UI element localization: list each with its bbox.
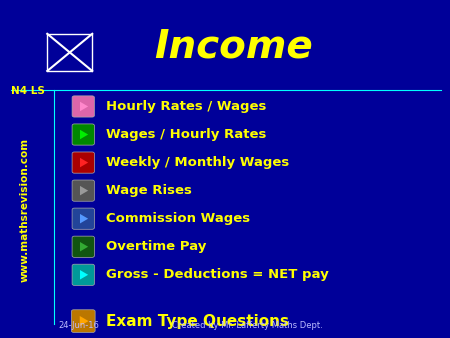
Text: 24-Jun-16: 24-Jun-16 <box>58 320 99 330</box>
FancyBboxPatch shape <box>72 124 94 145</box>
Text: Hourly Rates / Wages: Hourly Rates / Wages <box>106 100 266 113</box>
FancyBboxPatch shape <box>72 236 94 257</box>
Text: Gross - Deductions = NET pay: Gross - Deductions = NET pay <box>106 268 328 281</box>
Text: Overtime Pay: Overtime Pay <box>106 240 206 253</box>
FancyBboxPatch shape <box>72 152 94 173</box>
Polygon shape <box>80 214 88 223</box>
Text: Weekly / Monthly Wages: Weekly / Monthly Wages <box>106 156 289 169</box>
Polygon shape <box>80 102 88 111</box>
Text: Wages / Hourly Rates: Wages / Hourly Rates <box>106 128 266 141</box>
FancyBboxPatch shape <box>72 310 95 332</box>
Text: N4 LS: N4 LS <box>11 86 45 96</box>
Text: Commission Wages: Commission Wages <box>106 212 250 225</box>
Text: Created by Mr. Lafferty Maths Dept.: Created by Mr. Lafferty Maths Dept. <box>172 320 323 330</box>
Text: www.mathsrevision.com: www.mathsrevision.com <box>20 138 30 282</box>
Polygon shape <box>80 316 89 326</box>
FancyBboxPatch shape <box>72 180 94 201</box>
Text: Income: Income <box>155 27 313 65</box>
FancyBboxPatch shape <box>72 264 94 285</box>
Polygon shape <box>80 158 88 167</box>
Text: Exam Type Questions: Exam Type Questions <box>106 314 289 329</box>
Polygon shape <box>80 186 88 195</box>
Polygon shape <box>80 242 88 251</box>
Polygon shape <box>80 270 88 280</box>
FancyBboxPatch shape <box>47 34 92 71</box>
FancyBboxPatch shape <box>72 96 94 117</box>
Polygon shape <box>80 130 88 139</box>
FancyBboxPatch shape <box>72 208 94 229</box>
Text: Wage Rises: Wage Rises <box>106 184 192 197</box>
